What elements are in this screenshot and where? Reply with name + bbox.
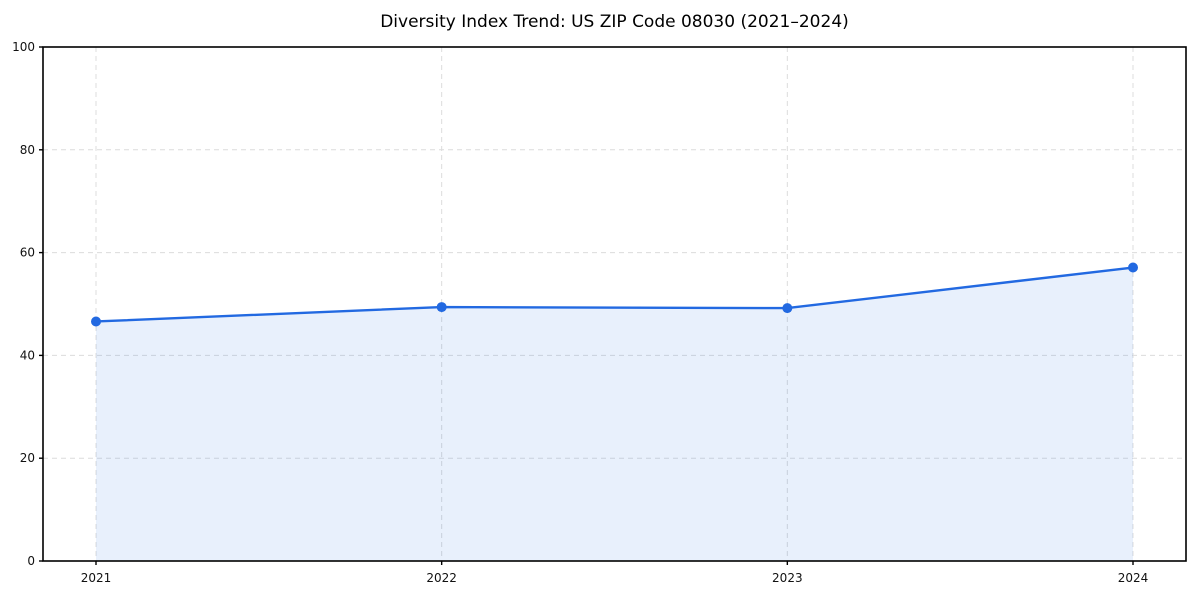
y-axis-tick-label: 80 [20,143,35,157]
data-point-2023 [782,303,793,314]
data-point-2022 [436,302,447,313]
x-axis-tick-label: 2023 [772,571,803,585]
y-axis-tick-label: 20 [20,451,35,465]
chart-title: Diversity Index Trend: US ZIP Code 08030… [380,12,849,32]
y-axis-tick-label: 0 [27,554,35,568]
x-axis-tick-label: 2024 [1118,571,1149,585]
y-axis-tick-label: 40 [20,348,35,362]
area-fill [96,267,1133,561]
data-point-2021 [91,316,101,327]
x-axis-tick-label: 2022 [426,571,457,585]
trend-line [94,266,1135,323]
x-axis-tick-label: 2021 [81,571,112,585]
y-axis-tick-label: 60 [20,246,35,260]
plot-border [42,46,1187,562]
y-axis-tick-label: 100 [12,40,35,54]
data-point-2024 [1128,262,1138,273]
